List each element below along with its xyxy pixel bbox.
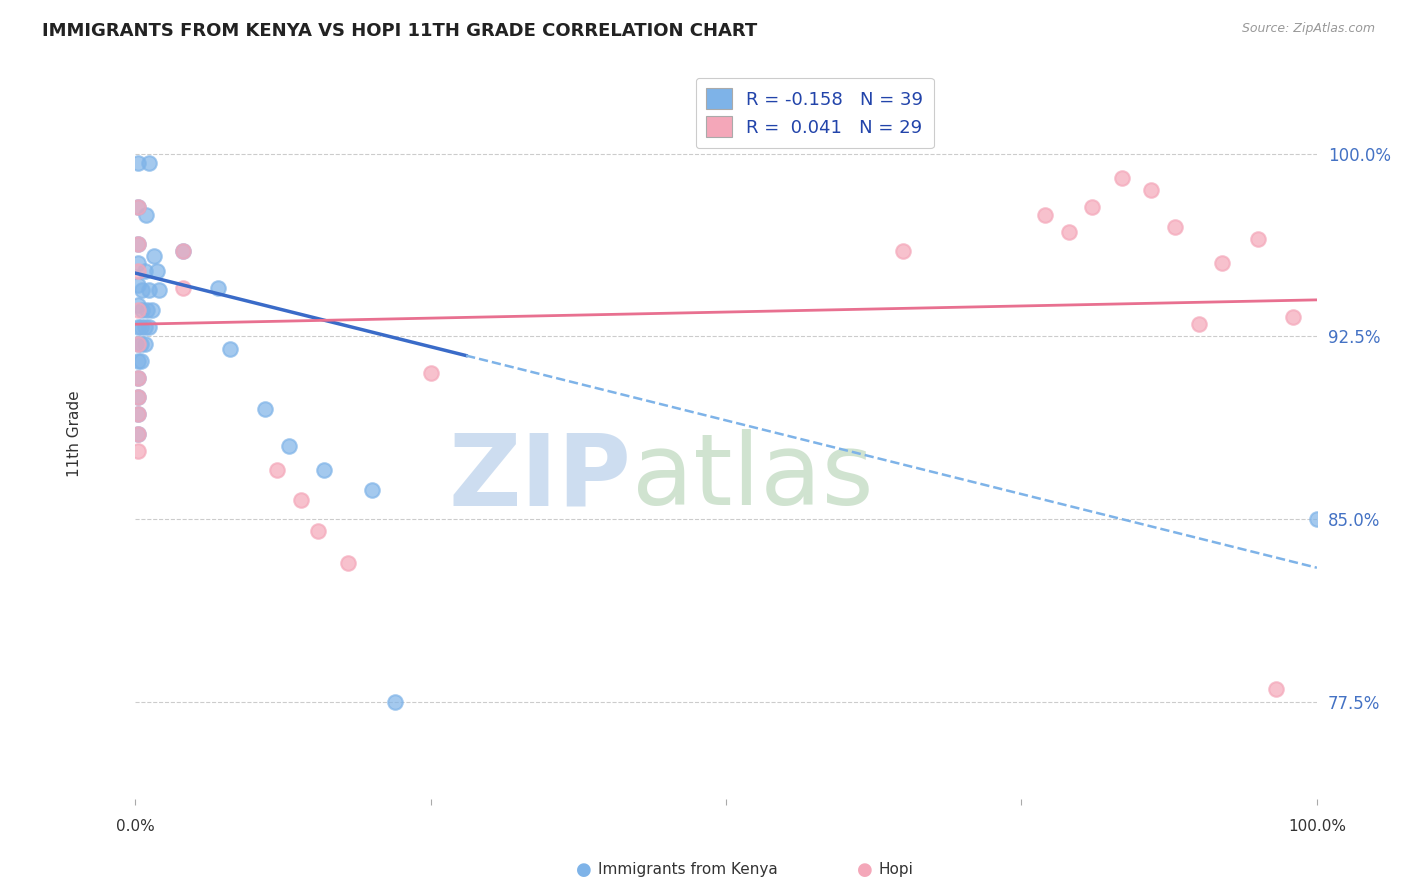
Point — [143, 249, 166, 263]
Point — [134, 263, 156, 277]
Point — [148, 283, 170, 297]
Text: Hopi: Hopi — [879, 863, 914, 877]
Point — [1164, 219, 1187, 234]
Point — [290, 492, 312, 507]
Point — [127, 319, 149, 334]
Point — [134, 336, 156, 351]
Point — [127, 336, 149, 351]
Point — [1057, 225, 1080, 239]
Point — [136, 302, 159, 317]
Point — [127, 390, 149, 404]
Point — [131, 302, 153, 317]
Point — [127, 371, 149, 385]
Point — [277, 439, 299, 453]
Point — [1306, 512, 1329, 526]
Point — [135, 208, 157, 222]
Point — [138, 156, 160, 170]
Point — [129, 319, 152, 334]
Point — [127, 278, 149, 293]
Point — [127, 200, 149, 214]
Point — [134, 319, 156, 334]
Point — [127, 298, 149, 312]
Point — [1247, 232, 1270, 246]
Point — [360, 483, 382, 497]
Point — [1081, 200, 1104, 214]
Point — [127, 302, 149, 317]
Legend: R = -0.158   N = 39, R =  0.041   N = 29: R = -0.158 N = 39, R = 0.041 N = 29 — [696, 78, 934, 148]
Point — [127, 236, 149, 251]
Point — [307, 524, 329, 539]
Point — [1111, 171, 1133, 186]
Text: ●: ● — [856, 861, 873, 879]
Point — [1211, 256, 1233, 270]
Point — [129, 353, 152, 368]
Point — [127, 426, 149, 441]
Point — [127, 371, 149, 385]
Point — [384, 695, 406, 709]
Point — [218, 342, 240, 356]
Point — [127, 407, 149, 421]
Text: Source: ZipAtlas.com: Source: ZipAtlas.com — [1241, 22, 1375, 36]
Point — [127, 390, 149, 404]
Point — [127, 443, 149, 458]
Point — [138, 319, 160, 334]
Text: 0.0%: 0.0% — [115, 819, 155, 833]
Point — [127, 236, 149, 251]
Point — [131, 283, 153, 297]
Text: ZIP: ZIP — [449, 429, 631, 526]
Text: atlas: atlas — [631, 429, 873, 526]
Point — [1140, 183, 1163, 197]
Text: 100.0%: 100.0% — [1288, 819, 1346, 833]
Text: 11th Grade: 11th Grade — [67, 391, 82, 477]
Point — [172, 244, 194, 259]
Point — [891, 244, 914, 259]
Text: Immigrants from Kenya: Immigrants from Kenya — [598, 863, 778, 877]
Point — [336, 556, 359, 570]
Point — [127, 426, 149, 441]
Text: ●: ● — [575, 861, 592, 879]
Point — [145, 263, 167, 277]
Point — [172, 281, 194, 295]
Point — [127, 336, 149, 351]
Point — [127, 263, 149, 277]
Point — [127, 156, 149, 170]
Point — [141, 302, 163, 317]
Point — [138, 283, 160, 297]
Point — [1033, 208, 1056, 222]
Point — [1264, 682, 1286, 697]
Point — [127, 407, 149, 421]
Point — [172, 244, 194, 259]
Point — [266, 463, 288, 477]
Point — [129, 336, 152, 351]
Text: IMMIGRANTS FROM KENYA VS HOPI 11TH GRADE CORRELATION CHART: IMMIGRANTS FROM KENYA VS HOPI 11TH GRADE… — [42, 22, 758, 40]
Point — [127, 200, 149, 214]
Point — [127, 256, 149, 270]
Point — [1282, 310, 1305, 324]
Point — [419, 366, 441, 380]
Point — [1188, 317, 1211, 331]
Point — [127, 353, 149, 368]
Point — [254, 402, 277, 417]
Point — [207, 281, 229, 295]
Point — [314, 463, 336, 477]
